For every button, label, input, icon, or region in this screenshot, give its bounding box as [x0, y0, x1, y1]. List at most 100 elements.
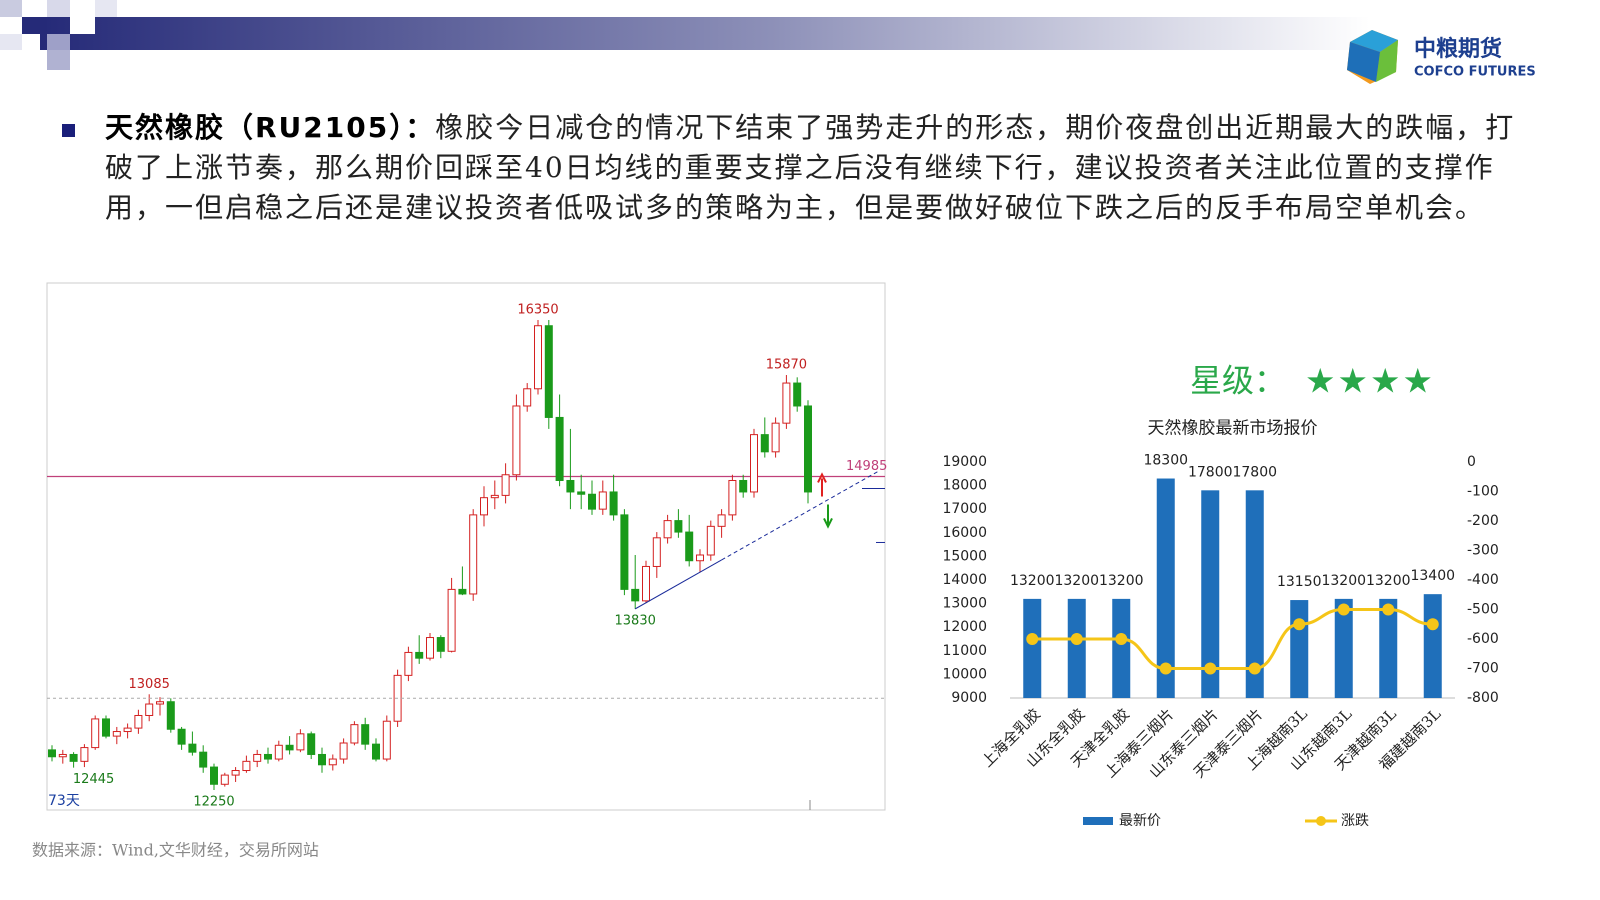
candle-body: [177, 728, 186, 745]
y-tick-label: 9000: [951, 690, 987, 706]
candle-body: [339, 742, 348, 760]
chart-frame: [46, 282, 886, 811]
candle-body: [415, 651, 424, 659]
candle-body: [274, 744, 283, 760]
legend-swatch: [1316, 816, 1326, 826]
y2-tick-label: -500: [1467, 602, 1499, 618]
bar: [1156, 478, 1175, 698]
bar-value-label: 13200: [1366, 573, 1411, 589]
trend-line: [634, 559, 722, 610]
candle-body: [631, 588, 640, 602]
candle-body: [123, 727, 132, 733]
candle-body: [620, 514, 629, 590]
y-tick-label: 13000: [942, 596, 987, 612]
bar: [1334, 598, 1353, 698]
up-arrow: [817, 472, 827, 497]
candle-body: [199, 751, 208, 768]
candle-body: [264, 753, 272, 760]
rating-stars: ★★★★: [1305, 362, 1435, 402]
candle-body: [404, 651, 413, 676]
candle-body: [80, 747, 89, 762]
y-tick-label: 15000: [942, 548, 987, 564]
candle-body: [328, 758, 337, 766]
down-arrow: [823, 504, 833, 529]
candle-body: [652, 537, 661, 567]
header-squares: [0, 0, 117, 70]
bar: [1067, 598, 1086, 698]
candle-body: [188, 743, 197, 753]
candle-body: [231, 770, 240, 776]
bar: [1290, 600, 1309, 698]
line-series: [1032, 608, 1433, 670]
candlestick-chart: 14985 16350 15870 13085 13830 12445 12250 73天: [46, 282, 887, 811]
bullet-body: 橡胶今日减仓的情况下结束了强势走升的形态，期价夜盘创出近期最大的跌幅，打破了上涨…: [105, 111, 1516, 224]
high-label: 16350: [517, 303, 558, 318]
y2-tick-label: 0: [1467, 454, 1476, 470]
bullet-title: 天然橡胶（RU2105）：: [105, 111, 436, 144]
candle-body: [361, 724, 370, 745]
low-label: 12250: [193, 795, 234, 810]
logo: 中粮期货 COFCO FUTURES: [1347, 30, 1536, 84]
bar-value-label: 18300: [1143, 453, 1188, 469]
y2-tick-label: -800: [1467, 690, 1499, 706]
price-chart: 天然橡胶最新市场报价 9000 10000 11000 12000 13000 14000 1…: [942, 419, 1498, 830]
trend-line-dashed: [721, 470, 879, 561]
candle-body: [544, 325, 553, 418]
legend-swatch: [1083, 817, 1113, 825]
chart-title: 天然橡胶最新市场报价: [1148, 419, 1318, 439]
bar: [1201, 490, 1220, 698]
y-tick-label: 18000: [942, 478, 987, 494]
candle-body: [480, 497, 488, 516]
candle-body: [728, 479, 737, 516]
bar-value-label: 17800: [1188, 464, 1233, 480]
bar-value-label: 13150: [1277, 574, 1322, 590]
candle-body: [447, 588, 456, 652]
candle-body: [166, 701, 175, 730]
candle-body: [771, 422, 780, 453]
y2-tick-label: -100: [1467, 484, 1499, 500]
candle-body: [642, 565, 650, 602]
line-marker: [1115, 633, 1128, 645]
low-label: 12445: [73, 772, 114, 787]
candle-body: [285, 744, 294, 751]
candle-body: [739, 479, 748, 493]
candle-body: [577, 491, 586, 495]
bar-value-label: 13200: [1321, 573, 1366, 589]
line-marker: [1337, 603, 1350, 616]
candle-body: [210, 766, 218, 785]
y2-tick-label: -700: [1467, 661, 1499, 677]
bar: [1379, 598, 1398, 698]
candle-body: [674, 520, 683, 533]
line-marker: [1293, 618, 1306, 631]
candle-body: [242, 760, 251, 772]
candle-body: [307, 733, 316, 755]
bar-value-label: 17800: [1232, 464, 1277, 480]
candle-body: [663, 520, 672, 539]
y-tick-label: 17000: [942, 501, 987, 517]
y-tick-label: 16000: [942, 525, 987, 541]
candle-body: [69, 753, 78, 762]
candle-body: [782, 382, 791, 424]
candle-body: [112, 731, 121, 737]
candle-body: [750, 434, 758, 493]
bullet-marker: [62, 124, 75, 137]
candle-body: [318, 753, 326, 766]
y-tick-label: 14000: [942, 572, 987, 588]
bar: [1023, 598, 1042, 698]
y-tick-label: 19000: [942, 454, 987, 470]
candle-body: [598, 491, 607, 510]
candle-body: [426, 637, 434, 659]
bar-value-label: 13200: [1010, 573, 1055, 589]
analysis-text: 天然橡胶（RU2105）：橡胶今日减仓的情况下结束了强势走升的形态，期价夜盘创出…: [105, 108, 1520, 228]
legend-label: 涨跌: [1341, 813, 1369, 829]
candle-body: [501, 474, 510, 496]
line-marker: [1070, 633, 1083, 645]
logo-cn: 中粮期货: [1414, 36, 1502, 62]
legend-label: 最新价: [1119, 813, 1161, 829]
source-note: 数据来源：Wind,文华财经，交易所网站: [32, 841, 319, 860]
y2-tick-label: -200: [1467, 513, 1499, 529]
candle-body: [350, 724, 359, 744]
candle-body: [685, 531, 694, 562]
candle-body: [156, 701, 164, 705]
